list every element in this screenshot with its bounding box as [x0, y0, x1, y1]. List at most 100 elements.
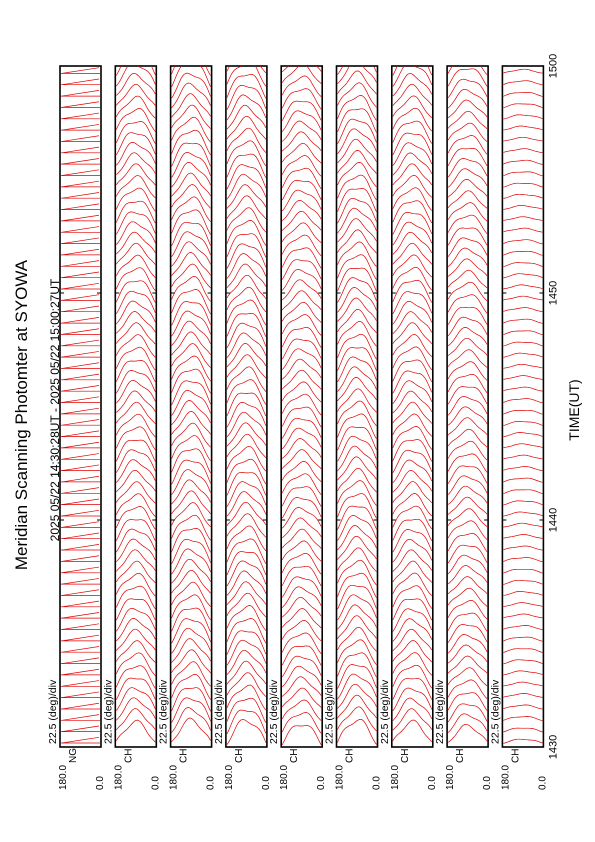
scan-trace	[281, 222, 322, 244]
scan-trace	[226, 709, 267, 735]
scan-trace	[61, 67, 100, 74]
scan-trace	[337, 82, 377, 108]
channel-label: CH	[345, 749, 356, 763]
scan-trace	[281, 210, 322, 231]
scan-trace	[281, 473, 322, 495]
scan-trace	[226, 422, 267, 447]
scan-trace	[281, 608, 322, 629]
scan-trace	[503, 182, 543, 188]
scan-trace	[447, 281, 488, 302]
scan-trace	[226, 513, 267, 538]
scan-trace	[337, 356, 377, 383]
scan-trace	[61, 135, 100, 142]
scan-trace	[503, 318, 543, 324]
y-tick-label: 180.0	[58, 765, 69, 790]
scan-trace	[226, 366, 267, 392]
channel-label: CH	[179, 749, 190, 763]
scan-trace	[116, 379, 156, 404]
scan-trace	[503, 727, 543, 733]
scan-trace	[281, 486, 322, 507]
scan-trace	[392, 254, 433, 278]
scan-trace	[281, 259, 322, 280]
scale-label: 22.5 (deg)/div	[379, 679, 391, 744]
scan-trace	[171, 66, 211, 88]
scan-trace	[447, 544, 488, 564]
scan-trace	[392, 231, 433, 255]
scan-trace	[171, 581, 211, 607]
scan-trace	[61, 532, 100, 540]
scan-trace	[171, 301, 211, 326]
channel-label: CH	[455, 749, 466, 763]
scan-trace	[226, 253, 267, 279]
scan-trace	[503, 227, 543, 233]
panel-6: 180.0 0.0 CH 22.5 (deg)/div	[324, 65, 383, 790]
y-tick-label: 0.0	[427, 776, 438, 790]
scan-trace	[281, 167, 322, 189]
scan-trace	[115, 121, 156, 144]
scan-trace	[116, 449, 156, 473]
scan-trace	[447, 703, 488, 723]
scan-trace	[503, 114, 543, 120]
scan-trace	[337, 594, 377, 621]
scan-trace	[226, 719, 267, 745]
scan-trace	[503, 511, 543, 517]
scan-trace	[226, 445, 267, 472]
scan-trace	[61, 158, 100, 165]
scan-trace	[115, 267, 156, 291]
scan-trace	[226, 195, 267, 220]
scan-trace	[171, 479, 211, 505]
scan-trace	[226, 243, 267, 269]
scale-label: 22.5 (deg)/div	[102, 679, 114, 744]
scan-trace	[61, 396, 100, 403]
y-tick-label: 180.0	[279, 765, 290, 790]
y-tick-label: 180.0	[390, 765, 401, 790]
scan-trace	[61, 623, 100, 630]
scan-trace	[281, 655, 322, 678]
scan-trace	[447, 624, 488, 643]
scan-trace	[281, 247, 322, 269]
scan-trace	[115, 493, 156, 517]
scan-trace	[392, 518, 433, 541]
scan-trace	[447, 520, 488, 540]
scan-trace	[503, 80, 543, 86]
scan-trace	[61, 339, 100, 347]
scan-trace	[281, 632, 322, 655]
scale-label: 22.5 (deg)/div	[489, 679, 501, 744]
panel-3: 180.0 0.0 CH 22.5 (deg)/div	[158, 65, 217, 790]
y-tick-label: 0.0	[372, 776, 383, 790]
scan-trace	[61, 305, 100, 313]
scan-trace	[503, 307, 543, 312]
scan-trace	[61, 282, 100, 290]
scan-trace	[115, 413, 156, 438]
scan-trace	[281, 665, 322, 688]
scan-trace	[337, 150, 377, 174]
scan-trace	[337, 572, 377, 598]
scan-trace	[281, 189, 322, 212]
scan-trace	[226, 433, 267, 459]
scan-trace	[447, 306, 488, 325]
scan-trace	[281, 120, 322, 142]
scan-trace	[61, 566, 100, 574]
scan-trace	[447, 190, 488, 209]
scan-trace	[447, 316, 488, 337]
scan-trace	[171, 231, 211, 257]
scan-trace	[392, 529, 433, 553]
scan-trace	[447, 465, 488, 484]
scan-trace	[447, 723, 488, 743]
scan-trace	[61, 180, 100, 188]
scan-trace	[447, 269, 488, 289]
scan-trace	[116, 401, 156, 424]
scan-trace	[503, 136, 543, 142]
panel-frame	[390, 65, 434, 748]
scan-trace	[171, 548, 211, 575]
scan-trace	[116, 628, 156, 651]
scan-trace	[337, 287, 377, 313]
scan-trace	[115, 254, 156, 278]
scan-trace	[116, 607, 156, 632]
scan-trace	[337, 128, 377, 155]
scan-trace	[171, 514, 211, 541]
scan-trace	[281, 314, 322, 336]
channel-label: CH	[400, 749, 411, 763]
panel-traces	[392, 66, 433, 742]
